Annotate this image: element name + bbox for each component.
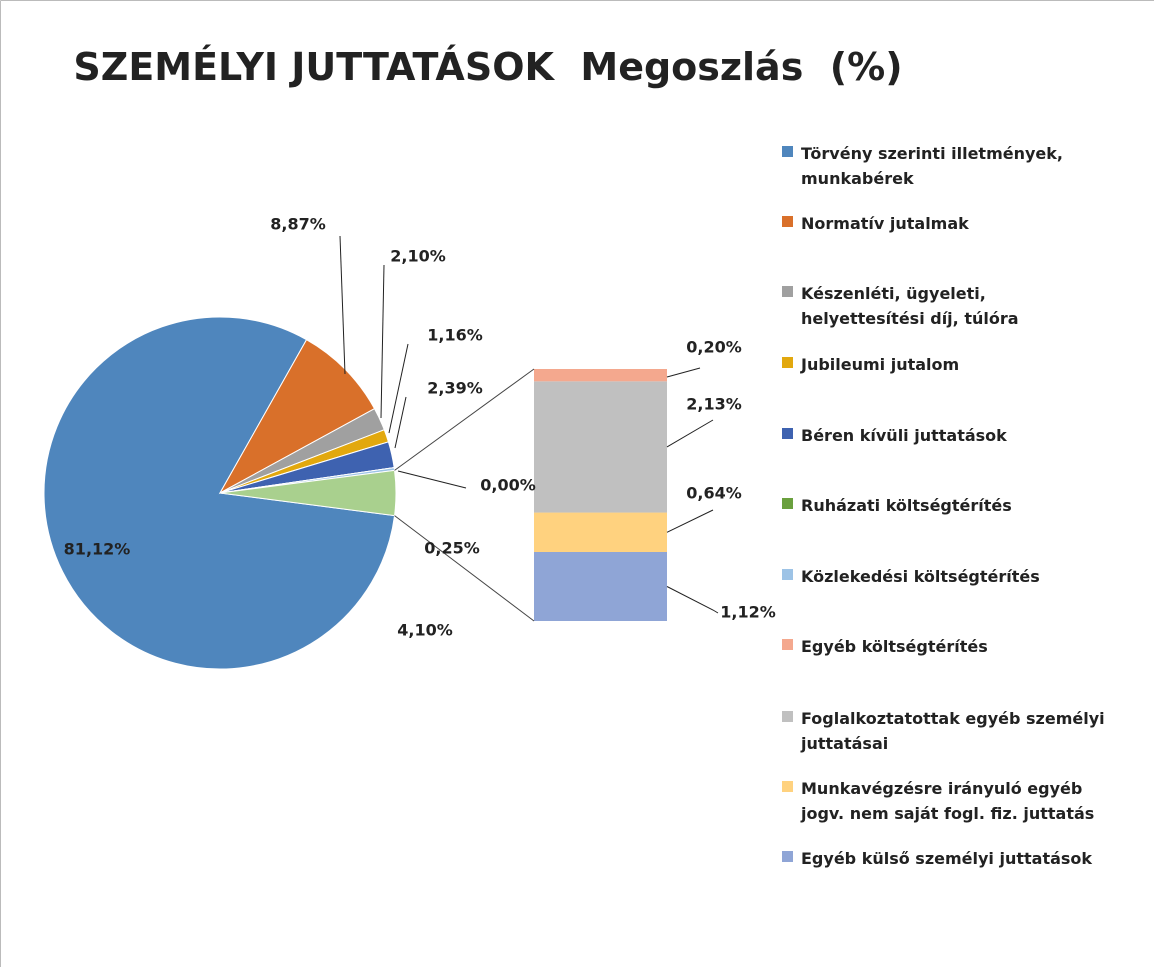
leader-line: [666, 586, 719, 614]
pie-other-slice: [219, 469, 397, 517]
legend-swatch: [782, 428, 793, 439]
legend-swatch: [782, 216, 793, 227]
leader-line: [339, 235, 346, 375]
data-label: 0,64%: [686, 484, 742, 503]
leader-line: [397, 470, 467, 489]
leader-line: [394, 396, 407, 449]
data-label: 1,16%: [427, 326, 483, 345]
data-label: 81,12%: [64, 540, 131, 559]
connector: [394, 368, 535, 471]
bar-segment: [534, 551, 667, 621]
legend-label: Közlekedési költségtérítés: [801, 567, 1040, 586]
legend-label: Ruházati költségtérítés: [801, 496, 1012, 515]
data-label: 2,13%: [686, 395, 742, 414]
legend-label: Munkavégzésre irányuló egyéb jogv. nem sa…: [800, 779, 1094, 823]
chart-title: SZEMÉLYI JUTTATÁSOK Megoszlás (%): [73, 45, 902, 89]
data-label: 0,20%: [686, 338, 742, 357]
connector: [394, 515, 535, 622]
bar-segment: [534, 369, 667, 382]
bar-segment: [534, 512, 667, 552]
data-label: 8,87%: [270, 215, 326, 234]
data-label: 2,39%: [427, 379, 483, 398]
legend-label: Egyéb külső személyi juttatások: [801, 849, 1092, 868]
data-label: 0,25%: [424, 539, 480, 558]
legend-swatch: [782, 781, 793, 792]
legend-label: Törvény szerinti illetmények, munkabérek: [801, 144, 1063, 188]
legend-swatch: [782, 851, 793, 862]
legend-swatch: [782, 286, 793, 297]
legend-swatch: [782, 357, 793, 368]
data-label: 0,00%: [480, 476, 536, 495]
data-label: 1,12%: [720, 603, 776, 622]
legend-label: Béren kívüli juttatások: [801, 426, 1007, 445]
leader-line: [666, 419, 714, 448]
pie-slice: [43, 316, 396, 670]
bar-segment: [534, 381, 667, 513]
legend-swatch: [782, 569, 793, 580]
data-label: 2,10%: [390, 247, 446, 266]
leader-line: [666, 509, 714, 533]
legend-swatch: [782, 498, 793, 509]
legend-swatch: [782, 146, 793, 157]
legend-label: Készenléti, ügyeleti, helyettesítési díj,…: [801, 284, 1019, 328]
leader-line: [388, 343, 409, 434]
legend-label: Jubileumi jutalom: [800, 355, 959, 374]
legend-label: Egyéb költségtérítés: [801, 637, 988, 656]
legend-label: Normatív jutalmak: [801, 214, 969, 233]
data-label: 4,10%: [397, 621, 453, 640]
leader-line: [380, 264, 385, 419]
leader-line: [666, 367, 701, 378]
legend-label: Foglalkoztatottak egyéb személyi juttatás…: [800, 709, 1105, 753]
legend-swatch: [782, 711, 793, 722]
legend-swatch: [782, 639, 793, 650]
